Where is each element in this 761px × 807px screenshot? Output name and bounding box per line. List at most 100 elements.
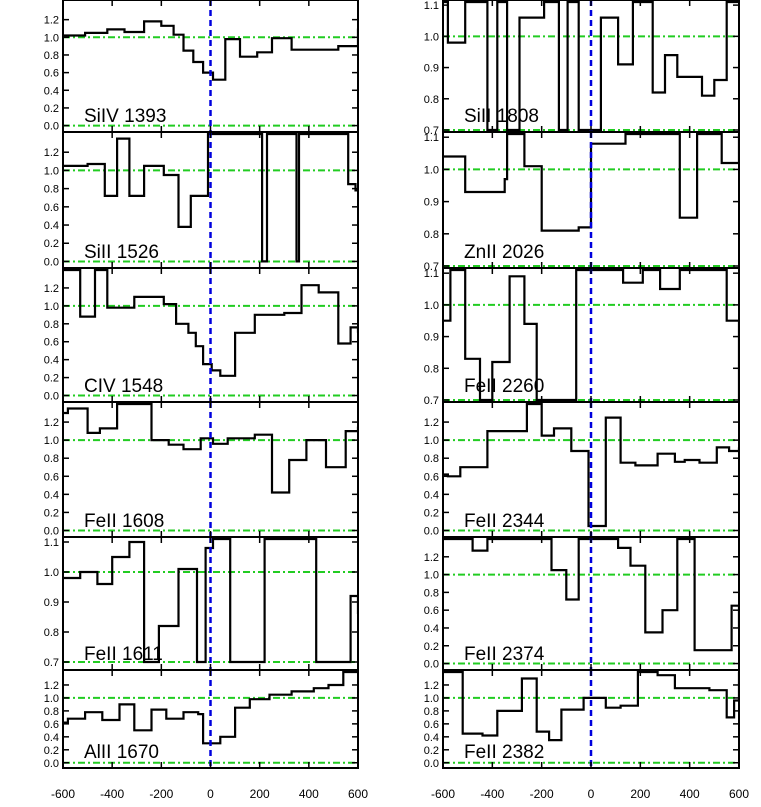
y-tick-label: 0.8 — [424, 706, 439, 718]
y-tick-label: 1.1 — [424, 268, 439, 280]
y-tick-label: 0.0 — [44, 121, 59, 133]
flux-step-trace — [63, 402, 358, 494]
y-tick-label: 0.0 — [424, 659, 439, 671]
y-tick-label: 0.2 — [44, 373, 59, 385]
y-tick-label: 0.9 — [44, 597, 59, 609]
y-tick-label: 0.8 — [44, 184, 59, 196]
x-tick-label: 600 — [348, 787, 368, 801]
y-tick-label: 1.0 — [424, 435, 439, 447]
panel-label: SiIV 1393 — [84, 106, 166, 127]
y-tick-label: 0.8 — [44, 627, 59, 639]
y-tick-label: 1.0 — [424, 31, 439, 43]
y-tick-label: 0.0 — [44, 525, 59, 537]
flux-step-trace — [63, 20, 358, 81]
y-tick-label: 1.0 — [44, 567, 59, 579]
y-tick-label: 1.0 — [424, 300, 439, 312]
y-tick-label: 0.2 — [424, 507, 439, 519]
x-tick-label: 200 — [250, 787, 270, 801]
y-tick-label: 0.8 — [424, 363, 439, 375]
flux-step-trace — [443, 268, 739, 402]
y-tick-label: 0.0 — [44, 256, 59, 268]
panel-label: SiII 1808 — [464, 106, 539, 127]
x-tick-label: 600 — [729, 787, 749, 801]
x-axis-labels: -600 -400 -200 0 200 400 600 -600 -400 -200 0 200 40… — [51, 787, 749, 801]
panel-feii-2344: 0.0 0.2 0.4 0.6 0.8 1.0 1.2 FeII 2344 — [424, 401, 740, 538]
y-tick-label: 0.2 — [44, 745, 59, 757]
y-tick-label: 0.4 — [44, 85, 59, 97]
panel-label: ZnII 2026 — [464, 242, 544, 263]
y-tick-label: 0.4 — [44, 732, 59, 744]
y-tick-label: 0.0 — [44, 391, 59, 403]
y-tick-label: 0.6 — [424, 605, 439, 617]
panel-label: CIV 1548 — [84, 376, 163, 397]
panel-feii-1611: 0.7 0.8 0.9 1.0 1.1 FeII 1611 — [44, 536, 359, 671]
panel-label: FeII 1611 — [84, 644, 163, 665]
y-tick-label: 1.0 — [44, 435, 59, 447]
flux-step-trace — [443, 402, 739, 528]
y-tick-label: 1.2 — [424, 417, 439, 429]
y-tick-label: 0.8 — [44, 319, 59, 331]
panel-civ-1548: 0.0 0.2 0.4 0.6 0.8 1.0 1.2 CIV 1548 — [44, 267, 359, 403]
y-tick-label: 1.0 — [424, 164, 439, 176]
y-tick-label: 1.1 — [424, 132, 439, 144]
y-tick-label: 0.7 — [44, 657, 59, 669]
y-tick-label: 1.0 — [44, 32, 59, 44]
y-tick-label: 0.6 — [44, 337, 59, 349]
x-tick-label: -400 — [100, 787, 124, 801]
y-tick-label: 1.2 — [424, 680, 439, 692]
y-tick-label: 0.8 — [424, 94, 439, 106]
y-tick-label: 1.1 — [44, 537, 59, 549]
panel-siii-1526: 0.0 0.2 0.4 0.6 0.8 1.0 1.2 SiII 1526 — [44, 131, 359, 269]
y-tick-label: 0.6 — [44, 719, 59, 731]
y-tick-label: 0.8 — [424, 229, 439, 241]
x-tick-label: -200 — [530, 787, 554, 801]
x-tick-label: 0 — [588, 787, 595, 801]
panel-label: AlII 1670 — [84, 742, 159, 763]
y-tick-label: 0.4 — [44, 489, 59, 501]
x-tick-label: -600 — [51, 787, 75, 801]
y-tick-label: 0.7 — [424, 395, 439, 407]
flux-step-trace — [63, 132, 358, 263]
y-tick-label: 0.9 — [424, 332, 439, 344]
flux-step-trace — [63, 670, 358, 745]
panel-label: FeII 1608 — [84, 511, 164, 532]
y-tick-label: 0.9 — [424, 63, 439, 75]
y-tick-label: 1.0 — [44, 165, 59, 177]
panel-label: FeII 2344 — [464, 511, 545, 532]
flux-step-trace — [63, 268, 358, 377]
panel-feii-2382: 0.00.20.40.60.81.01.2 FeII 2382 — [424, 669, 740, 770]
y-tick-label: 0.2 — [424, 641, 439, 653]
y-tick-label: 0.2 — [44, 238, 59, 250]
panel-label: SiII 1526 — [84, 242, 159, 263]
panel-siii-1808: 0.7 0.8 0.9 1.0 1.1 SiII 1808 — [424, 0, 740, 137]
x-tick-label: 0 — [207, 787, 214, 801]
panel-label: FeII 2374 — [464, 644, 545, 665]
y-tick-label: 0.2 — [424, 745, 439, 757]
panel-znii-2026: 0.7 0.8 0.9 1.0 1.1 ZnII 2026 — [424, 131, 740, 273]
y-tick-label: 1.2 — [44, 417, 59, 429]
y-tick-label: 0.8 — [424, 587, 439, 599]
x-tick-label: -400 — [480, 787, 504, 801]
y-tick-label: 1.2 — [44, 15, 59, 27]
flux-step-trace — [443, 670, 739, 742]
y-tick-label: 0.6 — [44, 68, 59, 80]
x-tick-label: 400 — [680, 787, 700, 801]
y-tick-label: 1.2 — [44, 283, 59, 295]
y-tick-label: 0.6 — [44, 202, 59, 214]
x-tick-label: -600 — [431, 787, 455, 801]
y-tick-label: 0.7 — [424, 261, 439, 273]
y-tick-label: 0.8 — [44, 453, 59, 465]
panel-label: FeII 2382 — [464, 742, 544, 763]
panel-label: FeII 2260 — [464, 376, 544, 397]
panel-siiv-1393: 0.0 0.2 0.4 0.6 0.8 1.0 1.2 SiIV 1393 — [44, 0, 359, 133]
flux-step-trace — [443, 132, 739, 232]
y-tick-label: 0.2 — [44, 507, 59, 519]
panel-feii-2260: 0.7 0.8 0.9 1.0 1.1 FeII 2260 — [424, 267, 740, 407]
flux-step-trace — [443, 537, 739, 652]
y-tick-label: 1.2 — [44, 680, 59, 692]
y-tick-label: 0.6 — [44, 471, 59, 483]
y-tick-label: 1.0 — [44, 301, 59, 313]
y-tick-label: 0.0 — [44, 758, 59, 770]
y-tick-label: 0.8 — [44, 50, 59, 62]
